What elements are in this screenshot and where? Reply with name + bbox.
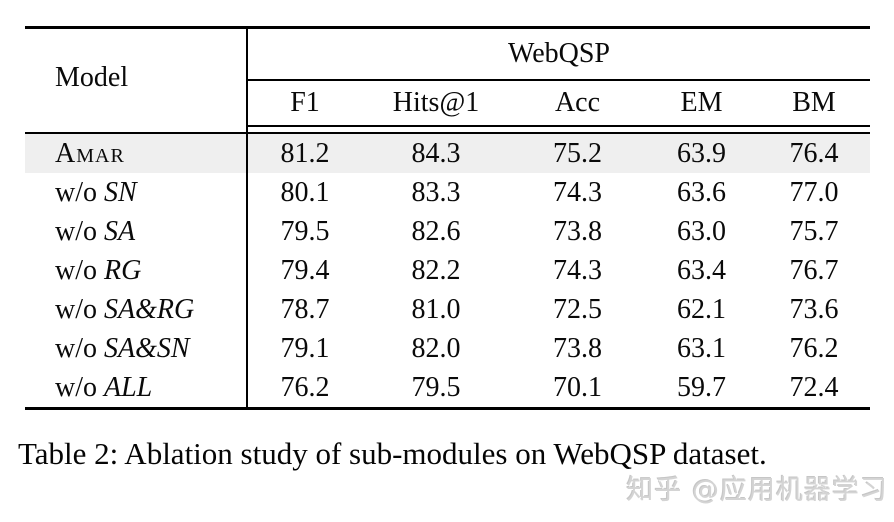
ablation-table: Model WebQSP F1 Hits@1 Acc EM BM Amar 81.2 84.… bbox=[25, 26, 871, 410]
value-cell: 80.1 bbox=[246, 173, 362, 212]
value-cell: 83.3 bbox=[411, 176, 461, 208]
model-label-prefix: w/o bbox=[55, 254, 104, 286]
value-cell: 79.1 bbox=[246, 329, 362, 368]
model-label: RG bbox=[104, 254, 142, 286]
model-label-prefix: w/o bbox=[55, 215, 104, 247]
table-caption: Table 2: Ablation study of sub-modules o… bbox=[18, 436, 767, 471]
value-cell: 74.3 bbox=[553, 176, 602, 208]
metric-header-bm: BM bbox=[758, 80, 871, 127]
value-cell: 76.2 bbox=[789, 332, 839, 364]
model-label: SA&RG bbox=[104, 293, 195, 325]
value-cell: 82.0 bbox=[411, 332, 461, 364]
model-cell: Amar bbox=[25, 133, 247, 173]
value-cell: 79.5 bbox=[362, 368, 510, 410]
model-cell: w/o SN bbox=[25, 173, 247, 212]
metric-header-row: F1 Hits@1 Acc EM BM bbox=[25, 80, 871, 127]
value-cell: 76.2 bbox=[246, 368, 362, 410]
metric-header-hits1: Hits@1 bbox=[362, 80, 510, 127]
model-label-prefix: w/o bbox=[55, 332, 104, 364]
value-cell: 79.5 bbox=[246, 212, 362, 251]
table-row: w/o RG 79.4 82.2 74.3 63.4 76.7 bbox=[25, 251, 870, 290]
table-row: w/o SA 79.5 82.6 73.8 63.0 75.7 bbox=[25, 212, 870, 251]
value-cell: 63.4 bbox=[677, 254, 726, 286]
model-label-prefix: w/o bbox=[55, 176, 104, 208]
table-row: Amar 81.2 84.3 75.2 63.9 76.4 bbox=[25, 133, 871, 173]
double-rule-gap-data bbox=[245, 126, 871, 134]
value-cell: 73.6 bbox=[789, 293, 839, 325]
value-cell: 73.8 bbox=[553, 332, 602, 364]
table-row: w/o SA&SN 79.1 82.0 73.8 63.1 76.2 bbox=[25, 329, 870, 368]
model-label: SN bbox=[104, 176, 137, 208]
table-row: w/o ALL 76.2 79.5 70.1 59.7 72.4 bbox=[25, 368, 871, 410]
metric-header-em: EM bbox=[645, 80, 758, 127]
double-rule-gap bbox=[25, 126, 871, 134]
table-header: Model WebQSP F1 Hits@1 Acc EM BM bbox=[25, 26, 871, 127]
value-cell: 72.5 bbox=[553, 293, 602, 325]
double-rule-gap-model bbox=[25, 126, 247, 134]
value-cell: 75.7 bbox=[789, 215, 839, 247]
value-cell: 72.4 bbox=[758, 368, 871, 410]
value-cell: 63.9 bbox=[645, 133, 758, 173]
value-cell: 76.7 bbox=[789, 254, 839, 286]
watermark-text: 知乎 @应用机器学习 bbox=[626, 475, 888, 506]
model-label: Amar bbox=[55, 137, 125, 169]
model-column-header: Model bbox=[25, 26, 247, 126]
table-body: Amar 81.2 84.3 75.2 63.9 76.4 w/o SN 80.1 83.3 74… bbox=[25, 126, 871, 410]
value-cell: 62.1 bbox=[677, 293, 726, 325]
value-cell: 59.7 bbox=[645, 368, 758, 410]
value-cell: 77.0 bbox=[789, 176, 839, 208]
metric-header-acc: Acc bbox=[510, 80, 645, 127]
model-label: SA&SN bbox=[104, 332, 190, 364]
metric-header-f1: F1 bbox=[246, 80, 362, 127]
model-cell: w/o SA&SN bbox=[25, 329, 247, 368]
dataset-group-header: WebQSP bbox=[245, 26, 871, 81]
model-label: SA bbox=[104, 215, 136, 247]
value-cell: 63.6 bbox=[677, 176, 726, 208]
model-label: ALL bbox=[104, 371, 153, 403]
group-header-row: Model WebQSP bbox=[25, 26, 871, 126]
model-cell: w/o ALL bbox=[25, 368, 247, 410]
table-row: w/o SN 80.1 83.3 74.3 63.6 77.0 bbox=[25, 173, 870, 212]
value-cell: 82.6 bbox=[411, 215, 461, 247]
value-cell: 81.0 bbox=[411, 293, 461, 325]
value-cell: 70.1 bbox=[510, 368, 645, 410]
value-cell: 73.8 bbox=[553, 215, 602, 247]
value-cell: 74.3 bbox=[553, 254, 602, 286]
value-cell: 81.2 bbox=[246, 133, 362, 173]
model-label-prefix: w/o bbox=[55, 293, 104, 325]
model-cell: w/o RG bbox=[25, 251, 247, 290]
model-cell: w/o SA bbox=[25, 212, 247, 251]
model-cell: w/o SA&RG bbox=[25, 290, 247, 329]
value-cell: 79.4 bbox=[246, 251, 362, 290]
value-cell: 82.2 bbox=[411, 254, 461, 286]
value-cell: 76.4 bbox=[758, 133, 871, 173]
table-row: w/o SA&RG 78.7 81.0 72.5 62.1 73.6 bbox=[25, 290, 870, 329]
value-cell: 78.7 bbox=[246, 290, 362, 329]
model-label-prefix: w/o bbox=[55, 371, 104, 403]
value-cell: 63.0 bbox=[677, 215, 726, 247]
value-cell: 75.2 bbox=[510, 133, 645, 173]
value-cell: 63.1 bbox=[677, 332, 726, 364]
value-cell: 84.3 bbox=[362, 133, 510, 173]
